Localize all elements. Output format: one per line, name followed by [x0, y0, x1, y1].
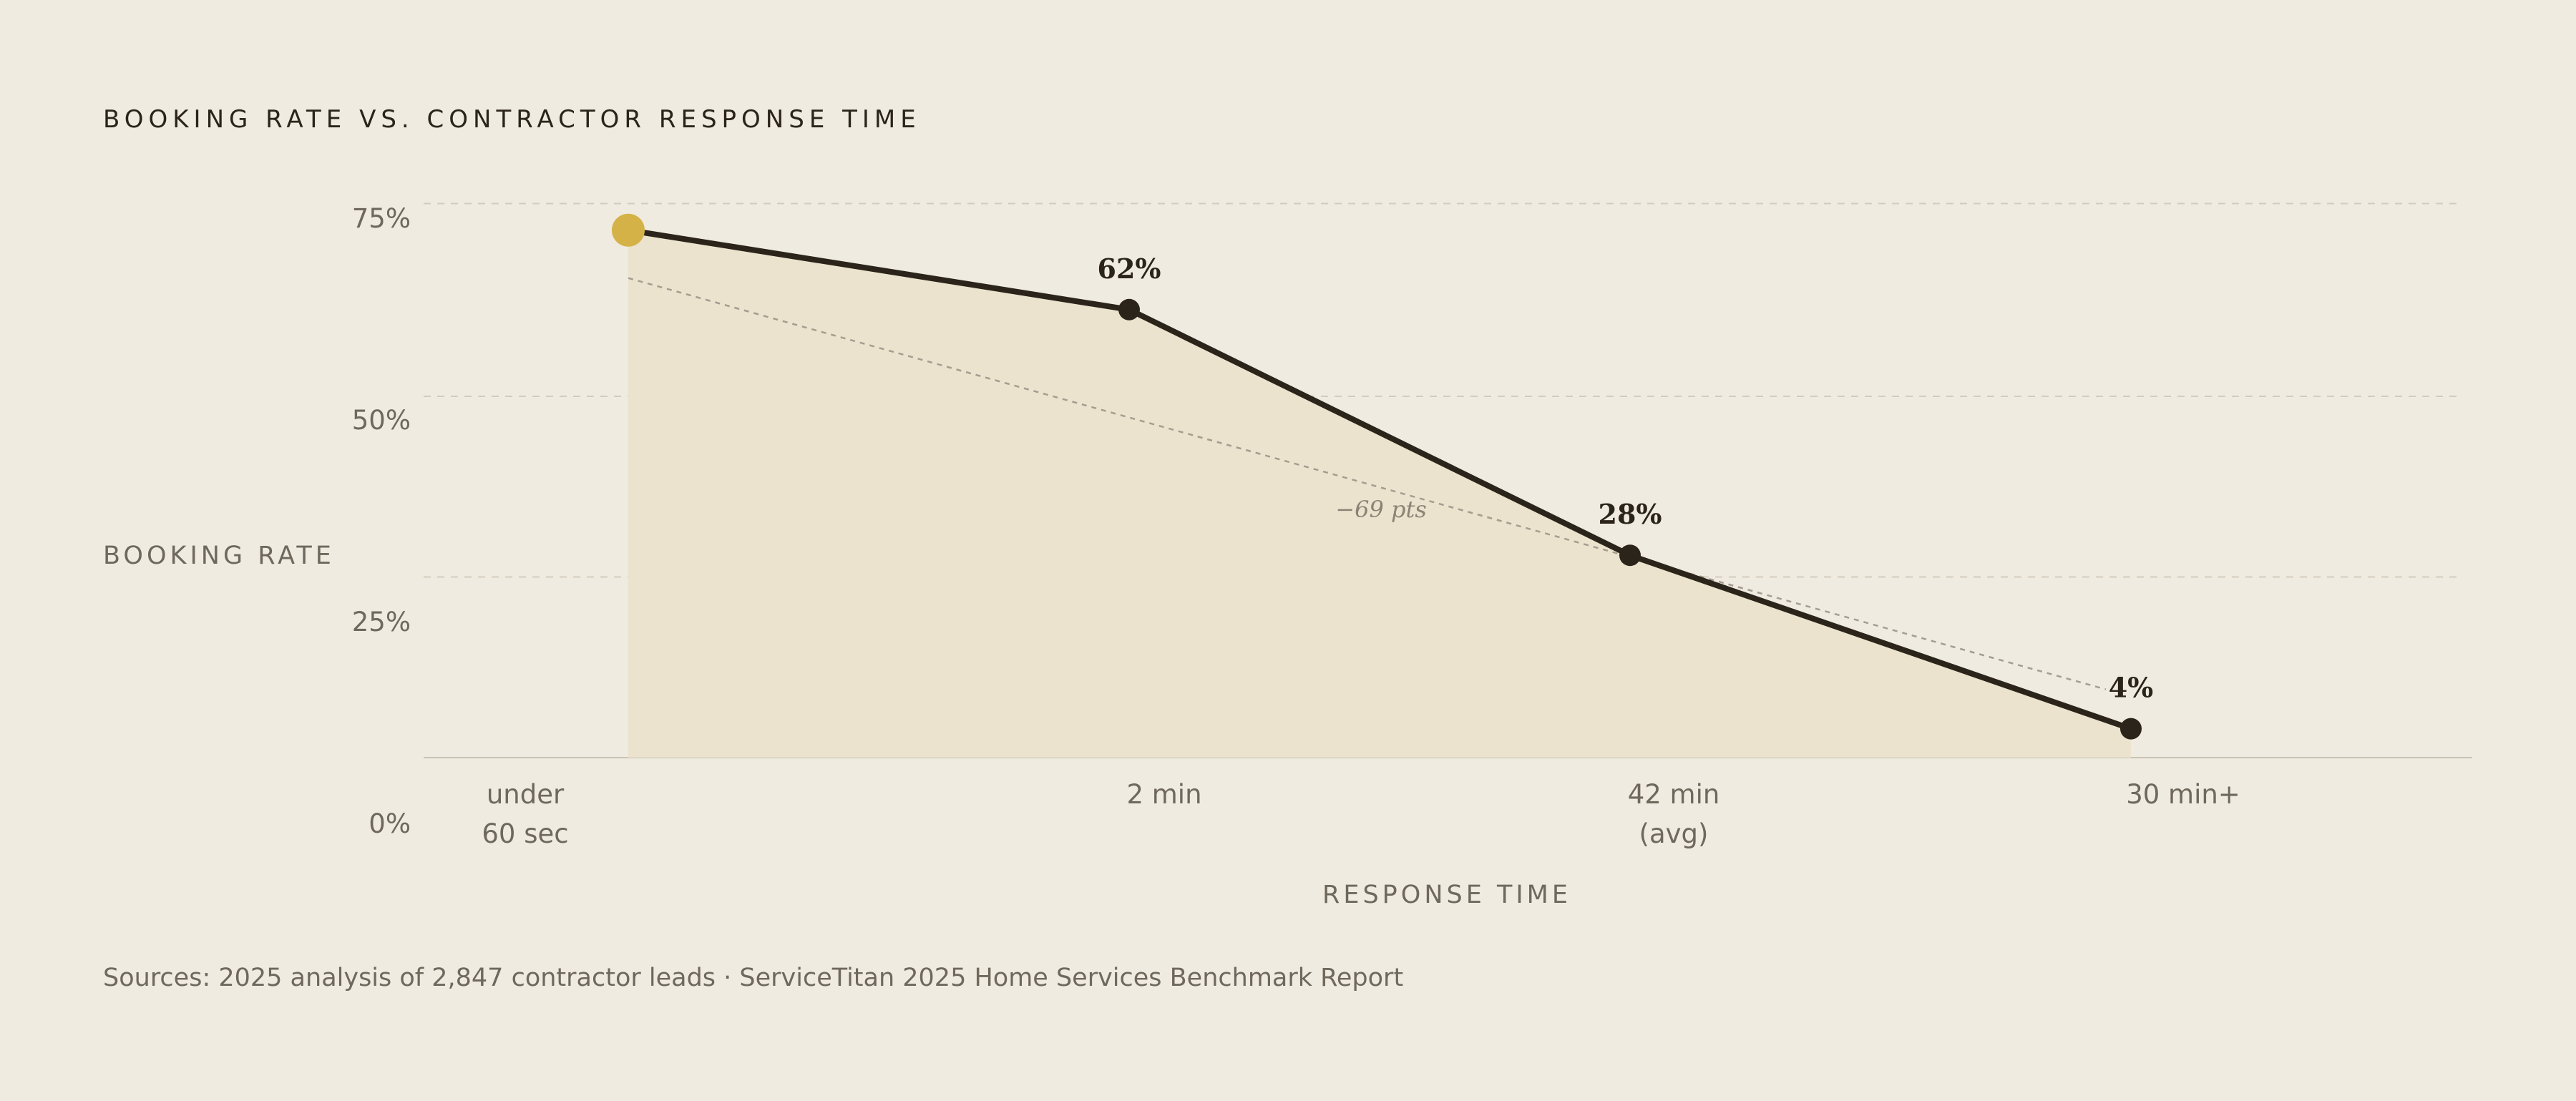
- y-tick-label: 50%: [352, 405, 411, 436]
- x-tick-label: under: [487, 779, 565, 810]
- chart-title: BOOKING RATE VS. CONTRACTOR RESPONSE TIM…: [103, 105, 921, 134]
- x-tick-label: 42 min: [1628, 779, 1720, 810]
- x-tick-label: 30 min+: [2126, 779, 2240, 810]
- data-label: 4%: [2109, 672, 2154, 704]
- y-tick-label: 0%: [369, 808, 411, 839]
- series-line: [625, 227, 2134, 732]
- source-note: Sources: 2025 analysis of 2,847 contract…: [103, 964, 1403, 992]
- x-tick-label: 60 sec: [482, 818, 568, 849]
- data-point: [1118, 298, 1140, 320]
- data-label: 28%: [1599, 498, 1662, 530]
- x-axis-tick-labels: under 60 sec 2 min 42 min (avg) 30 min+: [482, 779, 2240, 849]
- data-point: [1619, 544, 1641, 567]
- x-tick-label: (avg): [1639, 818, 1709, 849]
- trend-annotation: −69 pts: [1335, 496, 1426, 523]
- y-tick-label: 25%: [352, 607, 411, 637]
- data-label: 62%: [1098, 253, 1161, 285]
- x-axis-label: RESPONSE TIME: [1322, 881, 1571, 909]
- data-labels: 62% 28% 4%: [1098, 253, 2154, 704]
- data-points: [612, 213, 2142, 740]
- highlight-point: [612, 213, 645, 247]
- y-axis-tick-labels: 0% 25% 50% 75%: [352, 203, 411, 839]
- area-fill: [628, 230, 2131, 758]
- y-axis-label: BOOKING RATE: [103, 542, 335, 570]
- y-tick-label: 75%: [352, 203, 411, 234]
- data-point: [2120, 718, 2142, 740]
- x-tick-label: 2 min: [1126, 779, 1201, 810]
